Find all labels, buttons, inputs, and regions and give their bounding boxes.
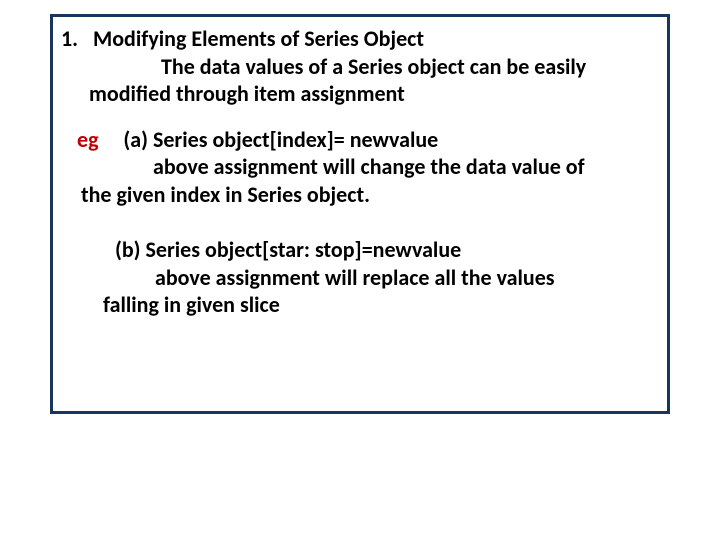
example-b-line-2: falling in given slice	[61, 291, 659, 319]
example-b-title-line: (b) Series object[star: stop]=newvalue	[61, 236, 659, 264]
intro-line-1: The data values of a Series object can b…	[61, 53, 659, 81]
example-b-line-1: above assignment will replace all the va…	[61, 264, 659, 292]
example-a-title: (a) Series object[index]= newvalue	[123, 126, 438, 153]
heading-number: 1.	[61, 25, 78, 52]
heading-line: 1. Modifying Elements of Series Object	[61, 25, 659, 53]
heading-title: Modifying Elements of Series Object	[93, 25, 424, 52]
example-b-line-2-text: falling in given slice	[103, 291, 280, 318]
example-b-block: (b) Series object[star: stop]=newvalue a…	[61, 236, 659, 319]
intro-line-2-text: modified through item assignment	[89, 80, 405, 107]
eg-label: eg	[77, 126, 99, 153]
example-b-line-1-text: above assignment will replace all the va…	[155, 264, 555, 291]
intro-line-2: modified through item assignment	[61, 80, 659, 108]
intro-line-1-text: The data values of a Series object can b…	[161, 53, 586, 80]
example-b-title: (b) Series object[star: stop]=newvalue	[115, 236, 461, 263]
example-a-line-2-text: the given index in Series object.	[81, 181, 370, 208]
example-a-line-1-text: above assignment will change the data va…	[153, 153, 585, 180]
heading-block: 1. Modifying Elements of Series Object T…	[61, 25, 659, 108]
slide: 1. Modifying Elements of Series Object T…	[0, 0, 720, 540]
example-a-line-1: above assignment will change the data va…	[61, 153, 659, 181]
example-a-title-line: eg (a) Series object[index]= newvalue	[61, 126, 659, 154]
example-a-block: eg (a) Series object[index]= newvalue ab…	[61, 126, 659, 209]
content-card: 1. Modifying Elements of Series Object T…	[50, 14, 670, 414]
example-a-line-2: the given index in Series object.	[61, 181, 659, 209]
